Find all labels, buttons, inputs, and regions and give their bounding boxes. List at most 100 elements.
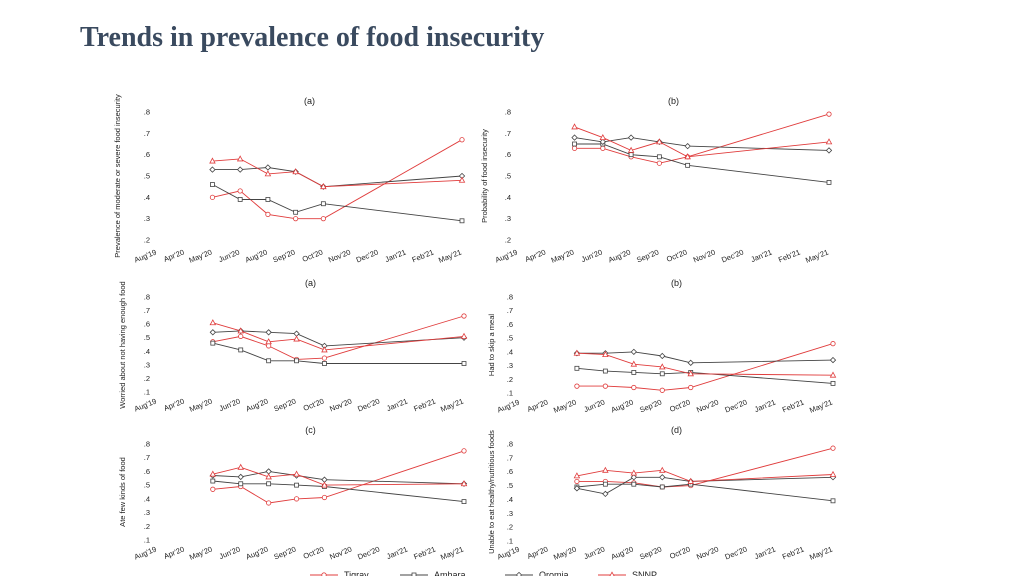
series-line-oromia [212,330,465,347]
marker-tigray [574,383,580,389]
marker-snnp [265,473,272,480]
marker-amhara [294,358,299,364]
y-tick-label: .3 [144,360,150,369]
series-line-oromia [576,351,834,364]
marker-tigray [461,313,467,319]
series-line-oromia [212,167,463,188]
y-axis-label: Unable to eat healthy/nutritious foods [487,430,496,554]
x-tick-label: Oct'20 [665,248,688,264]
x-tick-label: Jan'21 [385,397,409,414]
series-line-snnp [212,322,465,351]
x-tick-label: Dec'20 [720,248,745,265]
y-tick-label: .5 [144,481,150,490]
marker-snnp [602,466,609,473]
y-tick-label: .6 [505,150,511,159]
marker-snnp [684,153,691,160]
x-tick-label: May'21 [439,397,465,414]
marker-snnp [265,338,272,345]
marker-oromia [237,166,244,173]
panel-title: (a) [304,96,315,106]
marker-oromia [630,474,637,481]
y-tick-label: .5 [144,333,150,342]
marker-tigray [602,383,608,389]
series-line-amhara [212,342,464,364]
x-tick-label: Dec'20 [724,545,749,562]
marker-tigray [265,211,271,217]
y-tick-label: .1 [507,389,513,398]
x-tick-label: May'20 [188,397,214,414]
marker-tigray [238,333,244,339]
marker-tigray [830,341,836,347]
chart-panel-5: (c) Ate few kinds of food .1 .2 .3 .4 .5 .6 .7 .8… [118,425,468,562]
marker-snnp [293,335,300,342]
x-tick-label: Nov'20 [695,398,720,415]
marker-tigray [237,188,243,194]
marker-oromia [571,134,578,141]
marker-snnp [237,463,244,470]
x-tick-label: Apr'20 [162,248,185,264]
y-tick-label: .3 [505,214,511,223]
x-tick-label: Aug'19 [133,545,158,562]
marker-snnp [659,466,666,473]
marker-tigray [461,448,467,454]
y-axis-label: Probability of food insecurity [480,129,489,223]
x-tick-label: Aug'20 [607,248,632,265]
marker-tigray [571,145,578,151]
x-tick-label: Jan'21 [384,248,408,265]
x-tick-label: May'20 [188,248,214,265]
marker-tigray [209,194,216,200]
y-tick-label: .3 [507,509,513,518]
y-tick-label: .8 [144,108,150,117]
marker-snnp [609,571,615,576]
y-tick-label: .8 [505,108,511,117]
marker-oromia [599,138,606,146]
y-axis-label: Prevalence of moderate or severe food in… [113,94,122,258]
y-tick-label: .6 [507,320,513,329]
marker-snnp [599,133,607,141]
marker-tigray [321,494,328,501]
marker-oromia [321,476,328,483]
x-tick-label: Aug'20 [245,545,270,562]
legend: Tigray Amhara Oromia SNNP [310,570,657,576]
panel-title: (d) [671,425,682,435]
marker-amhara [210,182,215,187]
marker-amhara [659,484,665,490]
marker-tigray [321,355,328,361]
marker-snnp [458,176,466,183]
marker-amhara [411,572,417,576]
marker-snnp [264,170,272,177]
y-tick-label: .7 [507,453,513,462]
marker-snnp [630,469,638,476]
x-tick-label: Oct'20 [668,398,691,414]
marker-oromia [630,348,637,356]
x-tick-label: Aug'20 [610,398,635,415]
marker-oromia [659,352,666,360]
marker-tigray [293,496,300,502]
y-tick-label: .4 [144,494,150,503]
chart-panel-6: (d) Unable to eat healthy/nutritious food… [487,425,837,562]
marker-amhara [461,361,467,366]
marker-amhara [266,481,272,487]
marker-snnp [687,477,694,484]
x-tick-label: Aug'20 [610,545,635,562]
marker-amhara [459,218,465,224]
marker-oromia [265,468,272,475]
x-tick-label: Nov'20 [695,545,720,562]
x-tick-label: Oct'20 [301,248,324,264]
marker-snnp [630,360,638,367]
marker-oromia [573,485,581,492]
marker-amhara [826,179,832,185]
panel-title: (b) [668,96,679,106]
marker-snnp [320,183,327,190]
series-line-oromia [576,476,834,495]
y-tick-label: .3 [507,361,513,370]
marker-snnp [829,371,837,378]
x-tick-label: Sep'20 [638,398,663,415]
marker-tigray [574,478,580,485]
marker-snnp [209,157,216,164]
x-tick-label: Apr'20 [526,545,549,561]
chart-panel-2: (b) Probability of food insecurity .2 .3 .4.… [480,96,833,265]
marker-snnp [602,350,609,358]
y-tick-label: .2 [505,236,511,245]
